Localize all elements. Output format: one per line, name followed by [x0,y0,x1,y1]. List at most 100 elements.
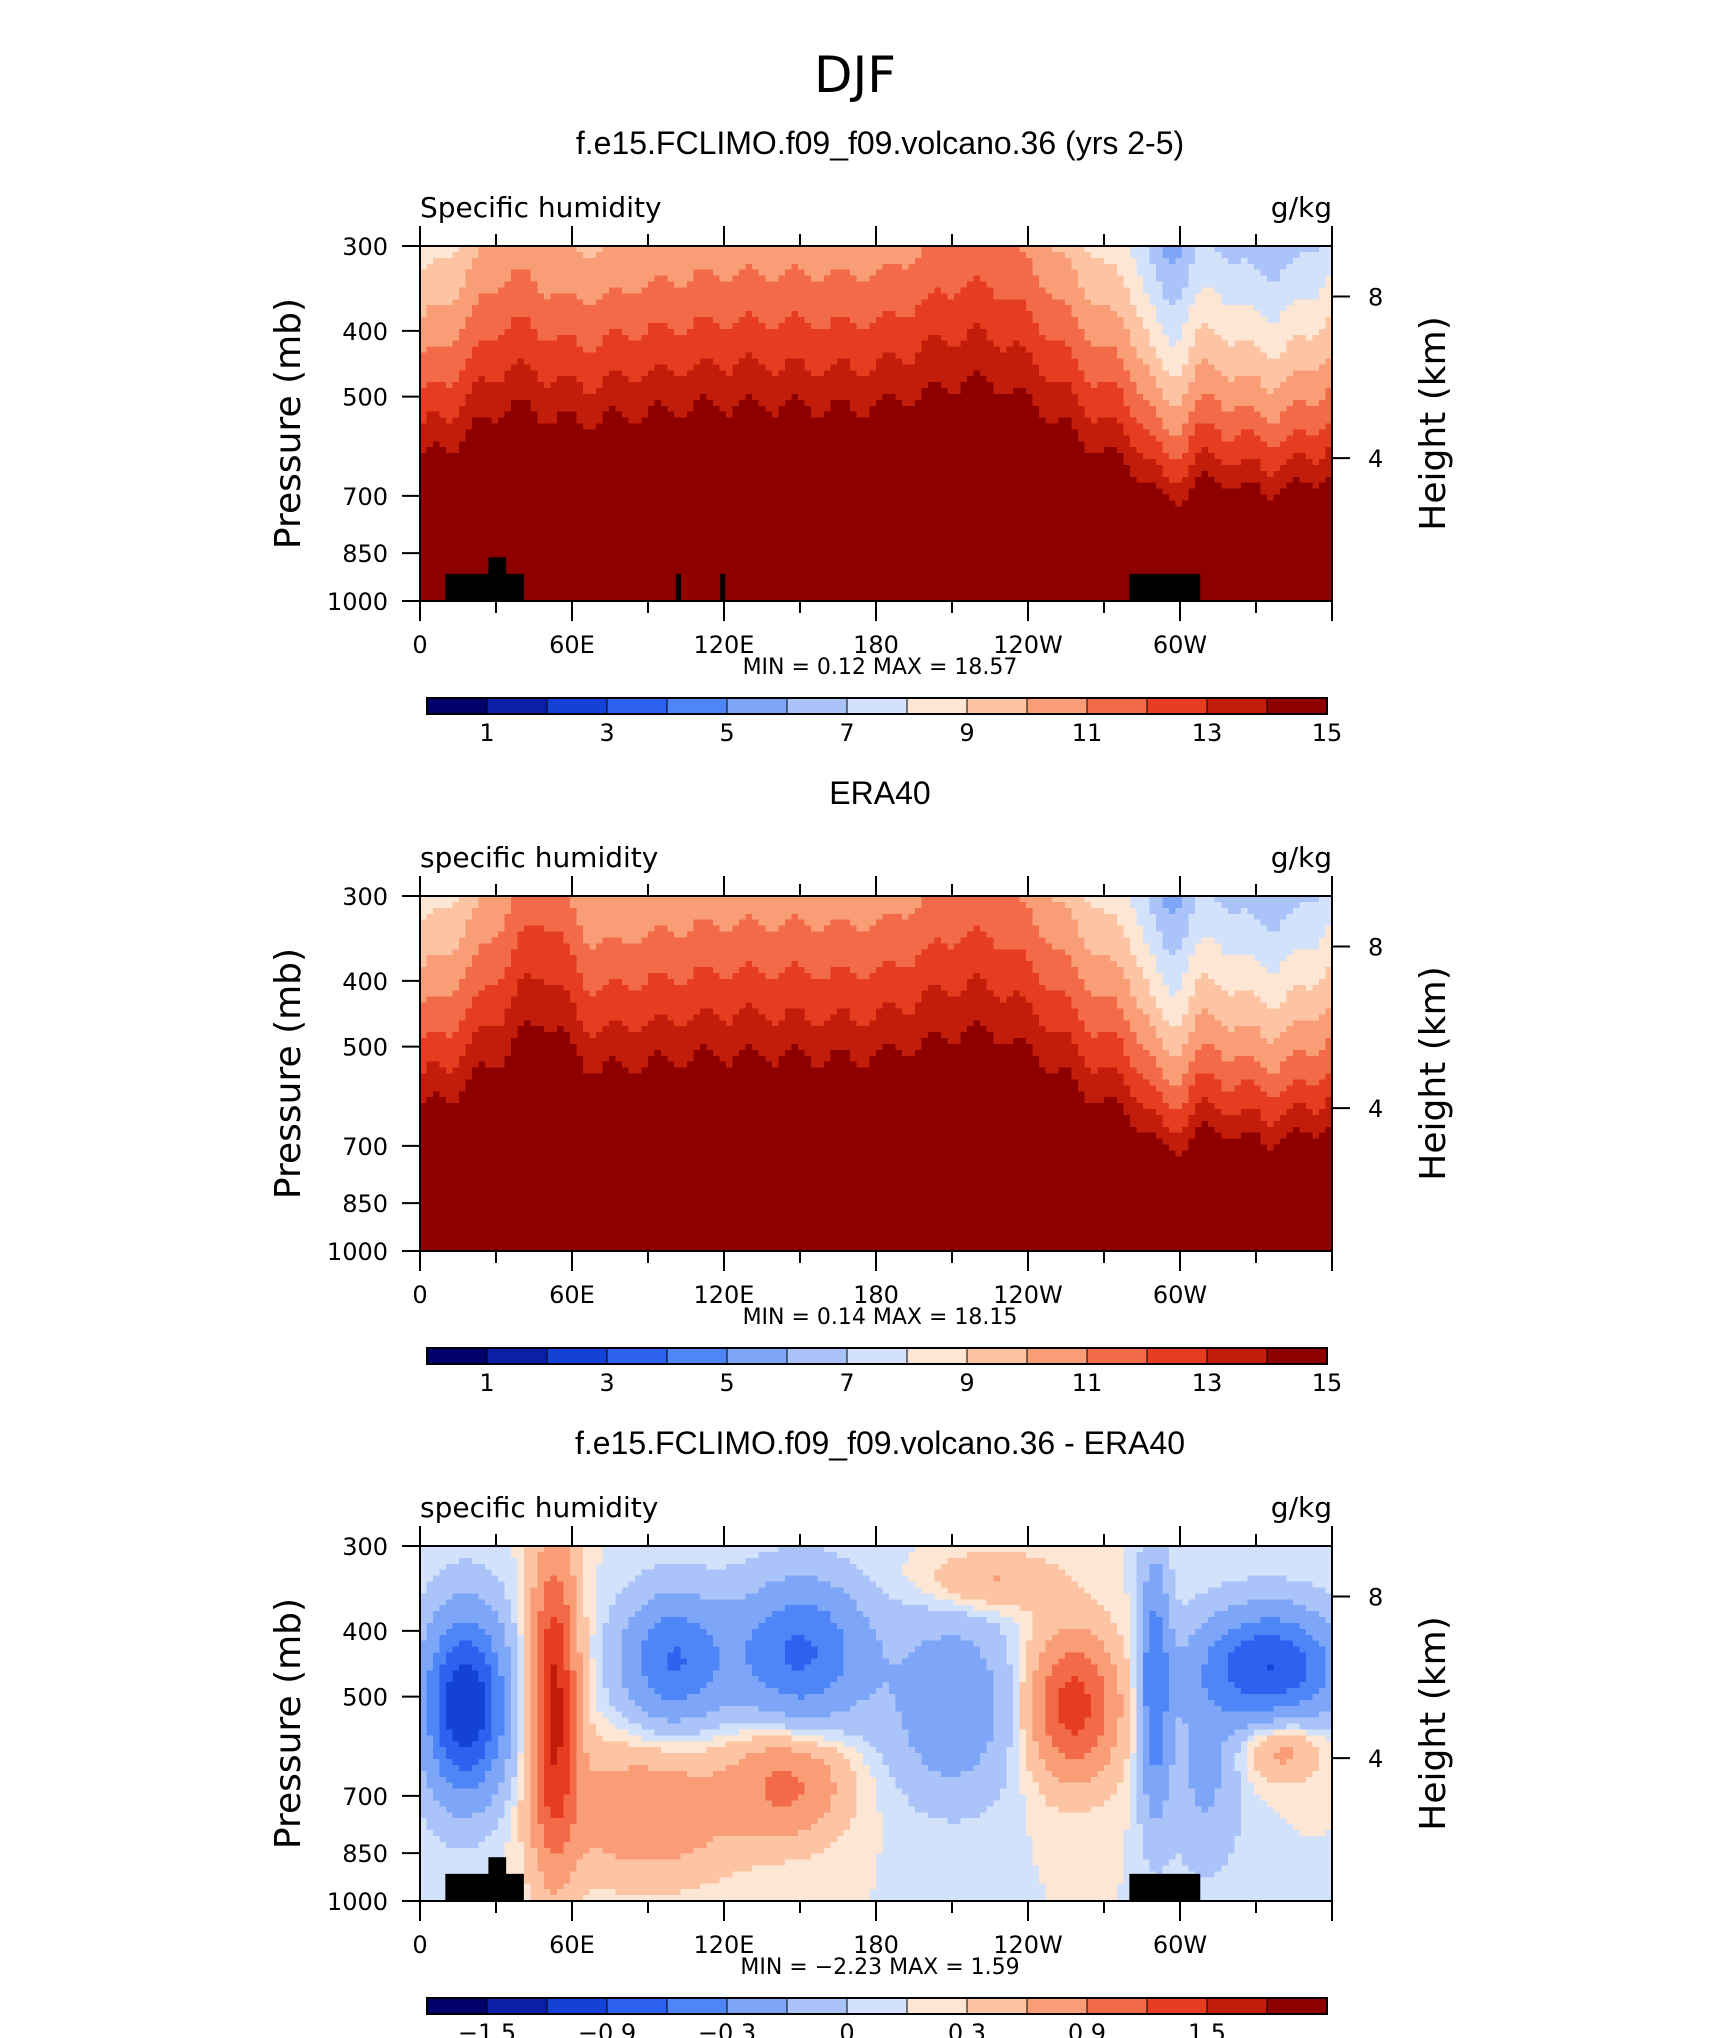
contour-cell [869,335,876,342]
contour-cell [1286,270,1293,277]
contour-cell [935,370,942,377]
contour-cell [830,388,837,395]
contour-cell [896,388,903,395]
contour-cell [928,299,935,306]
contour-cell [446,287,453,294]
contour-cell [511,347,518,354]
contour-cell [472,358,479,365]
contour-cell [798,347,805,354]
contour-cell [641,287,648,294]
contour-cell [596,270,603,277]
contour-cell [726,305,733,312]
contour-cell [609,335,616,342]
contour-cell [967,264,974,271]
contour-cell [1013,329,1020,336]
contour-cell [459,335,466,342]
contour-cell [1150,305,1157,312]
contour-cell [974,323,981,330]
contour-cell [1273,282,1280,289]
contour-cell [668,341,675,348]
contour-cell [739,293,746,300]
contour-cell [550,282,557,289]
contour-cell [511,358,518,365]
contour-cell [733,353,740,360]
contour-cell [980,299,987,306]
contour-cell [967,358,974,365]
contour-cell [583,264,590,271]
contour-cell [746,299,753,306]
contour-cell [453,376,460,383]
contour-cell [524,311,531,318]
contour-cell [915,258,922,265]
contour-cell [1273,311,1280,318]
contour-cell [1071,353,1078,360]
contour-cell [687,311,694,318]
contour-cell [498,353,505,360]
contour-cell [1286,264,1293,271]
contour-cell [720,305,727,312]
contour-cell [1195,353,1202,360]
contour-cell [1293,293,1300,300]
contour-cell [615,282,622,289]
contour-cell [557,400,564,407]
contour-cell [446,418,453,425]
contour-cell [752,287,759,294]
contour-cell [1260,323,1267,330]
contour-cell [791,299,798,306]
contour-cell [596,358,603,365]
contour-cell [824,293,831,300]
contour-cell [837,252,844,259]
contour-cell [446,364,453,371]
contour-cell [576,406,583,413]
contour-cell [1143,382,1150,389]
contour-cell [798,323,805,330]
contour-cell [1319,311,1326,318]
contour-cell [1267,335,1274,342]
contour-cell [1104,335,1111,342]
contour-cell [635,252,642,259]
contour-cell [1078,347,1085,354]
contour-cell [1234,400,1241,407]
contour-cell [856,370,863,377]
contour-cell [1208,412,1215,419]
contour-cell [752,370,759,377]
contour-cell [524,394,531,401]
contour-cell [876,406,883,413]
contour-cell [850,341,857,348]
contour-cell [583,270,590,277]
contour-cell [1117,287,1124,294]
contour-cell [1143,353,1150,360]
contour-cell [576,329,583,336]
contour-cell [798,376,805,383]
contour-cell [583,276,590,283]
contour-cell [843,347,850,354]
contour-cell [804,270,811,277]
contour-cell [752,264,759,271]
contour-cell [1260,388,1267,395]
contour-cell [1124,388,1131,395]
contour-cell [563,382,570,389]
contour-cell [531,412,538,419]
contour-cell [622,412,629,419]
contour-cell [980,370,987,377]
contour-cell [830,353,837,360]
contour-cell [1091,382,1098,389]
contour-cell [713,382,720,389]
contour-cell [1058,323,1065,330]
contour-cell [824,376,831,383]
contour-cell [785,400,792,407]
contour-cell [993,252,1000,259]
contour-cell [1039,370,1046,377]
contour-cell [909,358,916,365]
contour-cell [1058,358,1065,365]
contour-cell [1078,412,1085,419]
contour-cell [1000,364,1007,371]
contour-cell [687,394,694,401]
contour-cell [537,264,544,271]
contour-cell [1299,305,1306,312]
contour-cell [466,264,473,271]
contour-cell [856,376,863,383]
contour-cell [1124,341,1131,348]
contour-cell [1039,311,1046,318]
contour-cell [492,388,499,395]
